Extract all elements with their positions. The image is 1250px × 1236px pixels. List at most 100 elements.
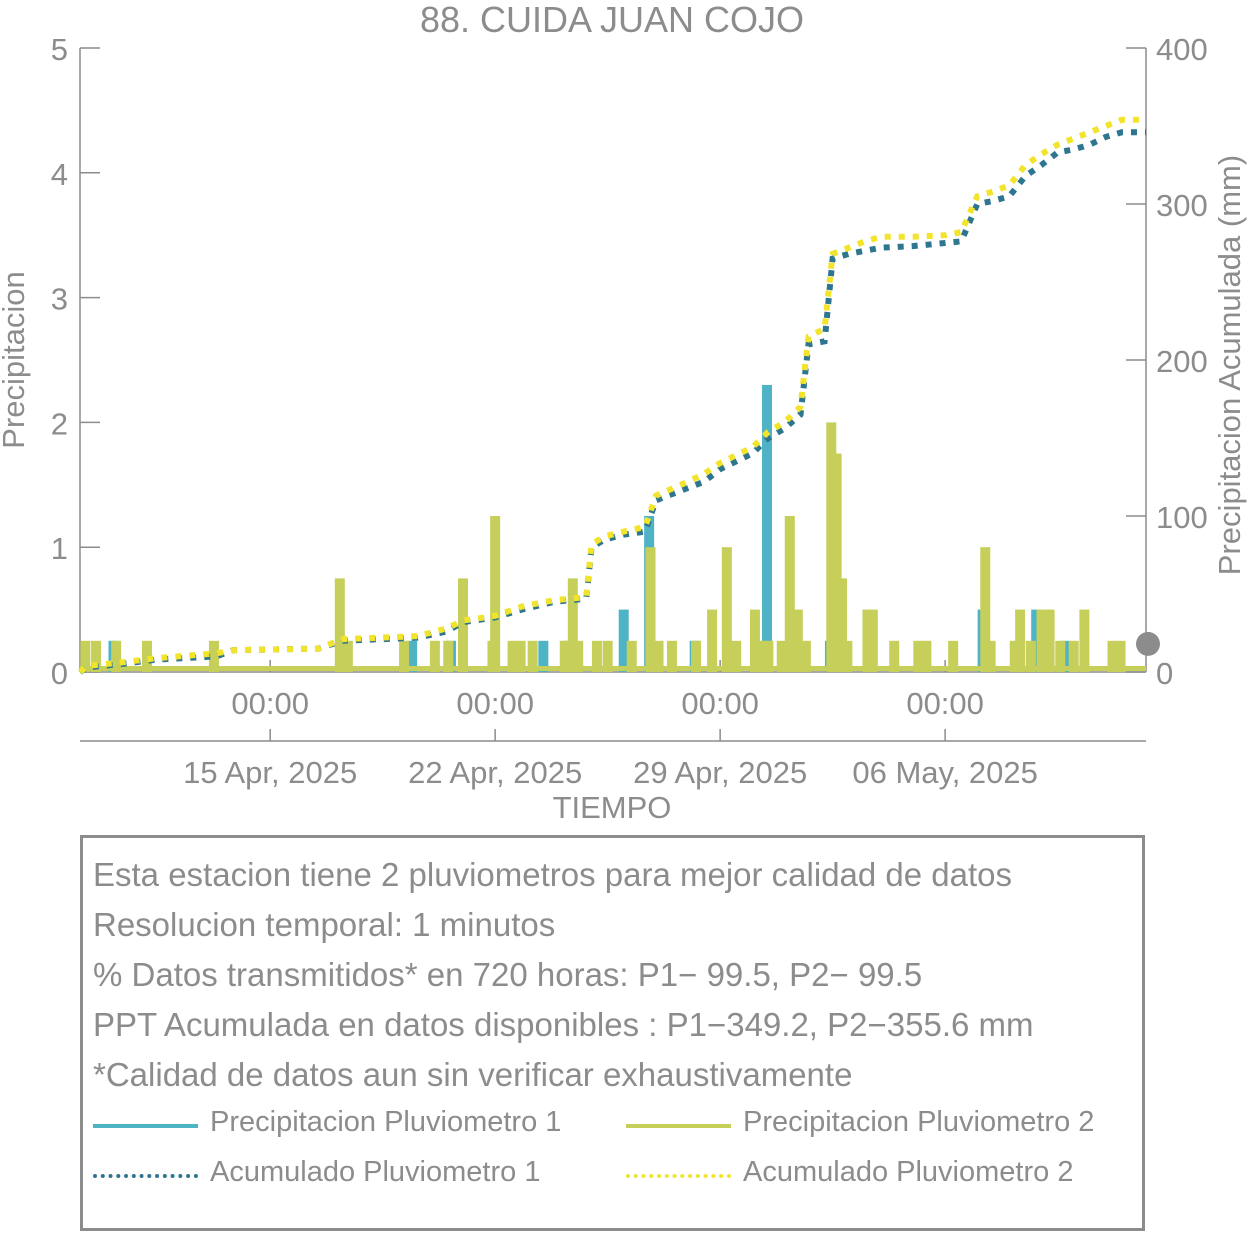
bar [842,640,853,672]
bars [80,384,1146,672]
axes [79,47,1147,742]
bar [721,547,732,672]
bar [507,640,518,672]
y2-tick-label: 400 [1156,32,1208,67]
legend-label-acum-p1: Acumulado Pluviometro 1 [210,1156,541,1188]
bar [691,640,702,672]
y-tick-label: 0 [51,656,68,691]
info-line-resolution: Resolucion temporal: 1 minutos [93,906,556,943]
chart-title: 88. CUIDA JUAN COJO [420,0,804,40]
x-time-label: 00:00 [456,686,534,721]
legend-label-acum-p2: Acumulado Pluviometro 2 [743,1156,1074,1188]
bar [111,640,122,672]
bar [573,640,584,672]
x-time-label: 00:00 [681,686,759,721]
bar [141,640,152,672]
bar [707,609,718,672]
bar [755,640,766,672]
legend-swatch-acum-p2 [626,1174,731,1178]
bar-series-2 [80,422,1126,672]
bar [1060,640,1071,672]
bar [653,640,664,672]
bar [1015,609,1026,672]
bar [208,640,219,672]
y2-tick-label: 100 [1156,500,1208,535]
bar [1031,609,1042,672]
bar [1107,640,1118,672]
bar [792,609,803,672]
y-tick-label: 5 [51,32,68,67]
baseline-bar [80,666,1146,671]
legend-label-precip-p2: Precipitacion Pluviometro 2 [743,1106,1095,1138]
tick-labels: 0 1 2 3 4 5 0 100 200 300 400 00:00 15 Apr, 2025 00:0… [51,32,1208,790]
bar [731,640,742,672]
y2-tick-label: 200 [1156,344,1208,379]
info-box: Esta estacion tiene 2 pluviometros para … [80,835,1145,1231]
bar [1079,609,1090,672]
bar [1036,609,1047,672]
legend-swatch-acum-p1 [93,1174,198,1178]
bar [862,609,873,672]
bar [443,640,454,672]
bar [342,640,353,672]
bar [837,578,848,672]
bar [948,640,959,672]
bar [762,384,773,672]
bar [985,640,996,672]
bar [591,640,602,672]
cumulative-line-2 [78,116,1146,675]
bar [527,640,538,672]
info-line-stations: Esta estacion tiene 2 pluviometros para … [93,856,1013,893]
bar [407,640,418,672]
bar [645,547,656,672]
bar [429,640,440,672]
legend-swatch-precip-p1 [93,1124,198,1128]
bar [921,640,932,672]
bar [784,516,795,672]
bar [515,640,526,672]
bar [913,640,924,672]
bar [666,640,677,672]
bar [334,578,345,672]
precipitation-chart: 88. CUIDA JUAN COJO Precipitacion Precip… [0,0,1247,825]
bar [826,422,837,672]
bar [776,640,787,672]
y-axis-label: Precipitacion [0,271,31,448]
x-date-label: 22 Apr, 2025 [408,755,582,790]
bar [800,640,811,672]
legend-label-precip-p1: Precipitacion Pluviometro 1 [210,1106,562,1138]
bar [1115,640,1126,672]
bar [559,640,570,672]
bar [567,578,578,672]
bar [602,640,613,672]
bar [867,609,878,672]
bar [490,516,501,672]
y2-tick-label: 0 [1156,656,1173,691]
bar [626,640,637,672]
y-tick-label: 1 [51,531,68,566]
bar [749,609,760,672]
bar [1068,640,1079,672]
bar [1055,640,1066,672]
bar [831,453,842,672]
end-marker [1136,631,1160,656]
info-line-quality: *Calidad de datos aun sin verificar exha… [93,1056,853,1093]
bar [1009,640,1020,672]
y2-tick-label: 300 [1156,188,1208,223]
bar [980,547,991,672]
x-time-label: 00:00 [231,686,309,721]
bar [91,640,102,672]
x-date-label: 29 Apr, 2025 [633,755,807,790]
y2-axis-label: Precipitacion Acumulada (mm) [1212,155,1247,575]
bar [458,578,469,672]
bar [1044,609,1055,672]
bar [618,609,629,672]
bar [538,640,549,672]
info-line-transmitted: % Datos transmitidos* en 720 horas: P1− … [93,956,923,993]
cumulative-lines [78,116,1160,675]
bar [399,640,410,672]
x-time-label: 00:00 [906,686,984,721]
bar [80,640,91,672]
y-tick-label: 2 [51,406,68,441]
bar [889,640,900,672]
